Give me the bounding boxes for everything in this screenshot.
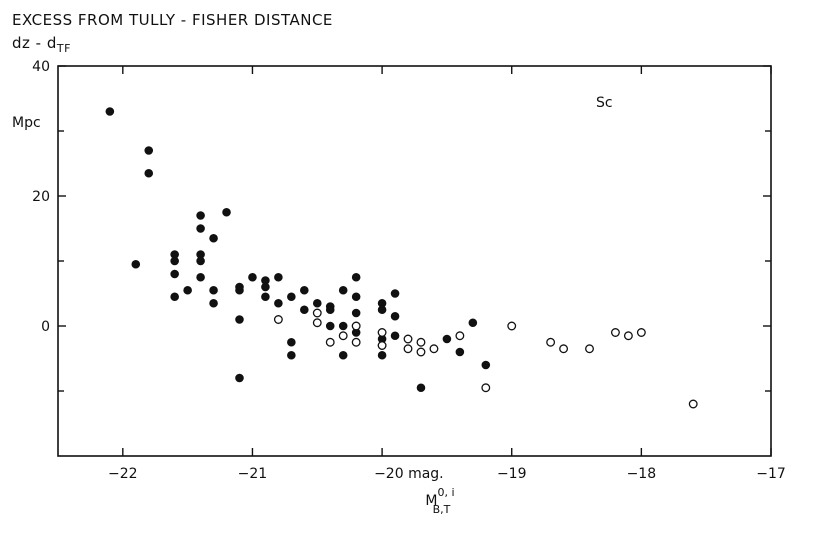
x-tick-label: −20 mag. [374,466,444,482]
plot-frame [57,65,772,457]
filled-data-point [287,350,296,360]
filled-data-point [170,256,179,266]
filled-data-point [144,146,154,155]
filled-data-point [105,107,115,116]
open-data-point [312,308,322,318]
filled-data-point [235,285,244,295]
filled-data-point [209,233,218,243]
x-tick-label: −18 [627,466,657,482]
filled-data-point [338,350,348,360]
filled-data-point [351,292,361,302]
axis-ticks: −22 −21 −20 mag. −19 −18 −17 0 20 40 [32,59,786,482]
filled-data-point [287,337,296,347]
filled-data-point [170,292,179,302]
filled-data-point [351,272,361,282]
open-data-point [507,321,517,331]
filled-data-point [300,285,309,295]
filled-data-point [300,305,309,315]
open-data-point [338,331,348,341]
filled-data-point [325,305,335,315]
x-tick-label: −22 [108,466,138,482]
filled-data-point [325,321,335,331]
filled-data-point [338,321,348,331]
open-data-point [688,399,698,409]
chart-subtitle: dz - dTF [12,34,71,55]
open-data-point [273,315,283,324]
filled-data-point [235,373,244,383]
filled-data-point [377,350,387,360]
filled-data-point [209,298,218,308]
open-data-point [416,337,426,347]
filled-data-point [170,269,179,279]
y-tick-label: 20 [32,189,50,205]
filled-data-point [481,360,491,370]
filled-data-point [209,285,218,295]
open-data-point [351,321,361,331]
open-data-point [312,318,322,328]
y-tick-label: 0 [41,319,50,335]
annotation-sc: Sc [596,95,613,111]
filled-data-point [338,285,348,295]
filled-data-point [196,224,205,233]
filled-data-point [196,256,205,266]
open-data-point [403,334,413,344]
x-label-superscript: 0, i [438,486,455,499]
y-tick-label: 40 [32,59,50,75]
filled-data-point [442,334,452,344]
open-data-point [559,344,569,354]
filled-data-point [468,318,478,328]
x-tick-label: −21 [238,466,268,482]
x-tick-label: −17 [756,466,786,482]
chart-title: EXCESS FROM TULLY - FISHER DISTANCE [12,11,333,29]
filled-data-point [416,383,426,393]
open-data-point [416,347,426,357]
filled-data-point [377,305,387,315]
filled-data-point [390,311,400,321]
open-data-point [481,383,491,393]
filled-data-point [287,292,296,302]
open-data-point [325,337,335,347]
open-data-point [403,344,413,354]
x-axis-label: M0, i B,T [425,486,454,516]
y-axis-label: Mpc [12,115,41,131]
filled-data-point [390,331,400,341]
open-data-point [623,331,633,341]
open-data-point [455,331,465,341]
filled-data-point [235,315,244,324]
filled-data-point [390,289,400,298]
open-data-point [585,344,594,354]
filled-data-point [248,272,257,282]
open-data-point [377,328,387,337]
data-points [105,107,698,409]
open-data-point [377,341,387,350]
filled-data-point [196,272,205,282]
x-tick-label: −19 [497,466,527,482]
subtitle-main: dz - d [12,34,57,52]
filled-data-point [455,347,465,357]
open-data-point [636,328,646,337]
filled-data-point [131,259,141,269]
x-label-main: M [425,493,437,509]
filled-data-point [222,207,231,217]
open-data-point [610,328,620,337]
open-data-point [351,337,361,347]
open-data-point [429,344,439,354]
filled-data-point [261,292,270,302]
filled-data-point [312,298,322,308]
filled-data-point [144,168,154,178]
subtitle-subscript: TF [56,42,71,55]
x-label-subscript: B,T [433,503,451,516]
open-data-point [546,337,556,347]
filled-data-point [274,272,283,282]
filled-data-point [351,308,361,318]
filled-data-point [183,285,192,295]
filled-data-point [196,211,205,220]
filled-data-point [261,282,270,292]
filled-data-point [274,298,283,308]
